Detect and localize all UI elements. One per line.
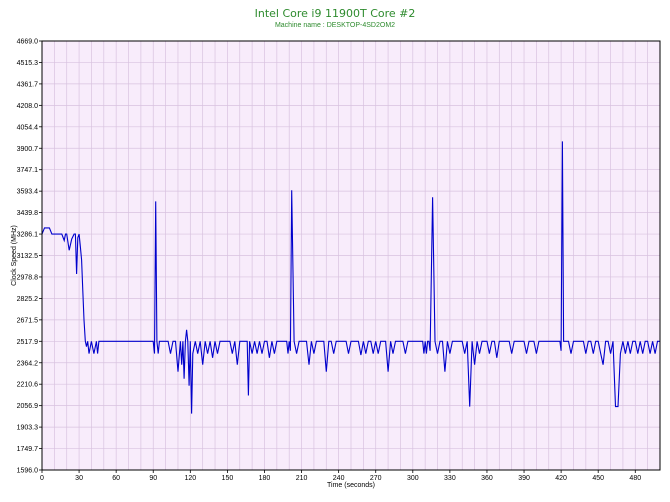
y-tick-label: 4361.7 [17,81,39,88]
x-tick-label: 300 [407,475,419,482]
plot-frame [41,40,661,471]
x-tick-label: 150 [222,475,234,482]
x-tick-label: 60 [112,475,120,482]
x-tick-label: 270 [370,475,382,482]
x-tick-label: 0 [40,475,44,482]
x-tick-label: 420 [555,475,567,482]
x-axis: 0 30 60 90 120 150 180 210 240 270 300 330 360 390 420… [40,470,641,482]
y-axis-label: Clock Speed (MHz) [11,225,18,286]
y-tick-label: 2825.2 [17,296,39,303]
y-tick-label: 1596.0 [17,468,39,475]
y-tick-label: 1749.7 [17,446,39,453]
y-tick-label: 2210.6 [17,382,39,389]
grid [42,41,660,470]
y-tick-label: 2056.9 [17,403,39,410]
y-tick-label: 2517.9 [17,339,39,346]
y-tick-label: 3439.8 [17,210,39,217]
y-tick-label: 4054.4 [17,124,39,131]
y-tick-label: 2978.8 [17,274,39,281]
y-axis: 1596.0 1749.7 1903.3 2056.9 2210.6 2364.2 2517… [17,39,42,475]
x-tick-label: 360 [481,475,493,482]
y-tick-label: 3747.1 [17,167,39,174]
y-tick-label: 2671.5 [17,317,39,324]
x-tick-label: 480 [629,475,641,482]
y-tick-label: 3286.1 [17,232,39,239]
x-tick-label: 450 [592,475,604,482]
y-tick-label: 2364.2 [17,360,39,367]
y-tick-label: 3593.4 [17,189,39,196]
chart-title: Intel Core i9 11900T Core #2 [254,7,416,20]
y-tick-label: 4515.3 [17,60,39,67]
x-tick-label: 330 [444,475,456,482]
x-axis-label: Time (seconds) [327,482,375,489]
y-tick-label: 3900.7 [17,146,39,153]
y-tick-label: 3132.5 [17,253,39,260]
chart-subtitle: Machine name : DESKTOP-4SD2OM2 [274,22,396,29]
x-tick-label: 180 [259,475,271,482]
x-tick-label: 390 [518,475,530,482]
x-tick-label: 240 [333,475,345,482]
x-tick-label: 210 [296,475,308,482]
x-tick-label: 120 [184,475,196,482]
y-tick-label: 4669.0 [17,39,39,46]
x-tick-label: 90 [149,475,157,482]
y-tick-label: 1903.3 [17,425,39,432]
y-tick-label: 4208.0 [17,103,39,110]
x-tick-label: 30 [75,475,83,482]
series-line [41,141,660,414]
